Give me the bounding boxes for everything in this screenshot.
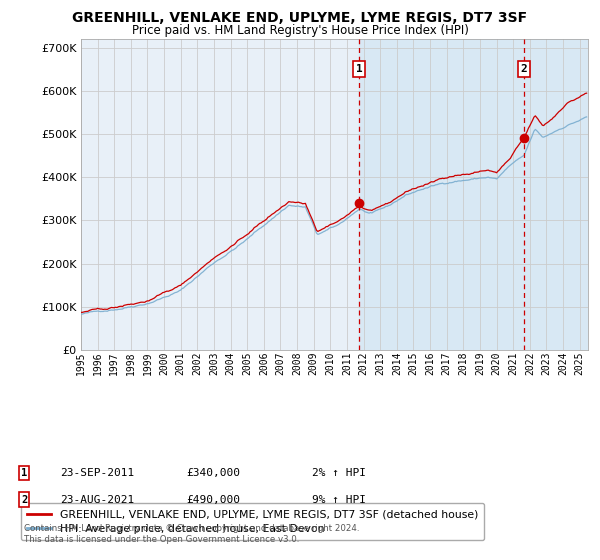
Text: 23-AUG-2021: 23-AUG-2021 <box>60 494 134 505</box>
Text: 9% ↑ HPI: 9% ↑ HPI <box>312 494 366 505</box>
Text: GREENHILL, VENLAKE END, UPLYME, LYME REGIS, DT7 3SF: GREENHILL, VENLAKE END, UPLYME, LYME REG… <box>73 11 527 25</box>
Text: 1: 1 <box>356 64 362 74</box>
Text: 2: 2 <box>521 64 527 74</box>
Bar <box>359 39 600 350</box>
Text: 2: 2 <box>21 494 27 505</box>
Text: £490,000: £490,000 <box>186 494 240 505</box>
Text: Price paid vs. HM Land Registry's House Price Index (HPI): Price paid vs. HM Land Registry's House … <box>131 24 469 36</box>
Text: Contains HM Land Registry data © Crown copyright and database right 2024.
This d: Contains HM Land Registry data © Crown c… <box>24 524 359 544</box>
Text: 23-SEP-2011: 23-SEP-2011 <box>60 468 134 478</box>
Text: £340,000: £340,000 <box>186 468 240 478</box>
Legend: GREENHILL, VENLAKE END, UPLYME, LYME REGIS, DT7 3SF (detached house), HPI: Avera: GREENHILL, VENLAKE END, UPLYME, LYME REG… <box>20 503 484 540</box>
Text: 2% ↑ HPI: 2% ↑ HPI <box>312 468 366 478</box>
Text: 1: 1 <box>21 468 27 478</box>
